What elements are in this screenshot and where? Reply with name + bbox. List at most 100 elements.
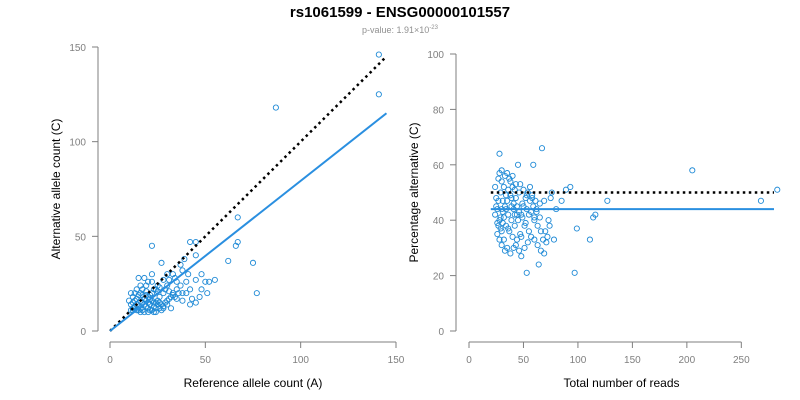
- right-data-point: [537, 228, 544, 235]
- left-data-point: [143, 303, 150, 310]
- left-y-axis-title: Alternative allele count (C): [49, 119, 63, 260]
- left-data-point: [152, 299, 159, 306]
- left-data-point: [253, 290, 260, 297]
- right-data-point: [506, 228, 513, 235]
- right-y-tick-label: 60: [433, 161, 445, 172]
- right-data-point: [544, 233, 551, 240]
- right-data-point: [558, 197, 565, 204]
- left-y-tick-label: 150: [69, 43, 86, 54]
- left-data-point: [143, 282, 150, 289]
- left-data-point: [137, 282, 144, 289]
- right-data-point: [532, 197, 539, 204]
- right-data-point: [534, 242, 541, 249]
- left-data-point: [146, 301, 154, 308]
- right-data-point: [498, 178, 505, 185]
- right-data-point: [562, 186, 569, 193]
- right-data-point: [526, 183, 534, 191]
- left-data-point: [129, 299, 136, 306]
- right-data-point: [536, 200, 543, 207]
- right-data-point: [513, 211, 520, 218]
- left-data-point: [204, 290, 211, 297]
- left-x-tick-label: 100: [292, 355, 309, 366]
- right-data-point: [514, 217, 522, 224]
- left-data-point: [131, 290, 138, 297]
- left-data-point: [169, 290, 176, 297]
- right-data-point: [573, 225, 580, 232]
- right-x-tick-label: 200: [679, 355, 696, 366]
- left-data-point: [164, 282, 171, 289]
- right-data-point: [548, 189, 555, 196]
- left-x-tick-label: 150: [388, 355, 405, 366]
- left-data-point: [135, 291, 142, 299]
- left-data-point: [167, 293, 175, 300]
- right-x-tick-label: 0: [466, 355, 472, 366]
- left-data-point: [133, 307, 140, 314]
- left-y-tick-label: 50: [75, 232, 87, 243]
- pvalue-exponent: -23: [429, 25, 438, 31]
- left-data-point: [141, 309, 148, 316]
- right-data-point: [536, 214, 543, 221]
- right-data-point: [499, 197, 506, 204]
- right-data-point: [494, 230, 501, 238]
- right-x-tick-label: 50: [518, 355, 530, 366]
- left-data-point: [129, 293, 136, 300]
- right-y-tick-label: 20: [433, 272, 445, 283]
- left-data-point: [145, 309, 152, 316]
- left-data-point: [137, 297, 144, 304]
- right-data-point: [543, 239, 550, 246]
- left-data-point: [177, 261, 184, 268]
- right-data-point: [512, 181, 519, 188]
- left-data-point: [164, 301, 171, 308]
- right-x-tick-label: 250: [733, 355, 750, 366]
- left-data-point: [164, 297, 171, 304]
- right-data-point: [534, 222, 541, 229]
- left-data-point: [187, 286, 194, 293]
- left-data-point: [133, 301, 140, 308]
- right-x-tick-label: 100: [570, 355, 587, 366]
- right-data-point: [511, 211, 518, 218]
- left-data-point: [169, 271, 176, 278]
- right-data-point: [586, 236, 593, 243]
- left-data-point: [131, 303, 138, 310]
- left-data-point: [234, 238, 241, 246]
- left-data-point: [169, 291, 176, 299]
- right-x-tick-label: 150: [624, 355, 641, 366]
- left-data-point: [137, 309, 144, 316]
- left-data-point: [179, 297, 186, 304]
- right-data-point: [498, 228, 505, 235]
- left-data-point: [150, 309, 157, 316]
- right-data-point: [531, 217, 538, 224]
- left-data-point: [145, 278, 152, 285]
- right-data-point: [530, 161, 537, 168]
- left-data-point: [192, 252, 199, 259]
- right-data-point: [498, 242, 505, 249]
- right-data-point: [509, 233, 516, 240]
- left-y-tick-label: 100: [69, 138, 86, 149]
- right-data-point: [512, 194, 519, 202]
- right-data-point: [550, 236, 558, 243]
- left-data-point: [127, 290, 135, 297]
- right-data-point: [523, 192, 530, 199]
- right-data-point: [528, 233, 535, 240]
- right-data-point: [521, 222, 528, 229]
- right-data-point: [546, 222, 553, 229]
- left-data-point: [232, 242, 239, 249]
- right-data-point: [501, 247, 508, 254]
- right-data-point: [507, 178, 514, 185]
- right-data-point: [499, 219, 506, 227]
- left-data-point: [148, 307, 155, 314]
- left-data-point: [148, 278, 155, 285]
- right-y-tick-label: 100: [427, 50, 444, 61]
- left-data-point: [127, 307, 135, 314]
- right-data-point: [547, 194, 554, 202]
- right-data-point: [517, 230, 524, 238]
- left-data-point: [375, 51, 382, 58]
- left-data-point: [181, 256, 188, 263]
- right-data-point: [531, 236, 538, 243]
- left-x-tick-label: 50: [200, 355, 212, 366]
- left-data-point: [143, 291, 150, 299]
- left-data-point: [146, 307, 154, 314]
- left-data-point: [156, 284, 163, 291]
- left-data-point: [126, 297, 133, 304]
- right-data-point: [516, 247, 523, 254]
